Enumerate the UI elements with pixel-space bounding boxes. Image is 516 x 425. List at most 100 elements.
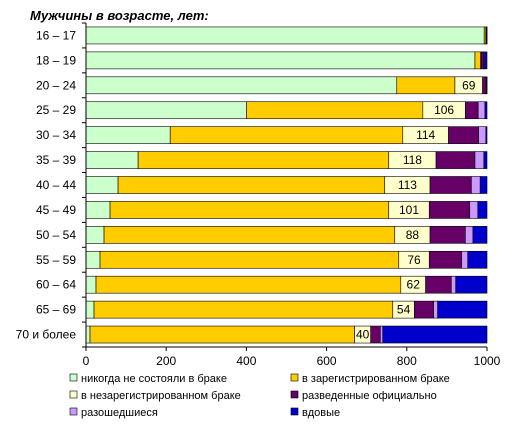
category-label: 40 – 44 <box>36 178 76 192</box>
bar-segment <box>89 325 355 344</box>
bar-segment <box>85 26 485 45</box>
bar-segment <box>478 126 487 144</box>
bar-segment <box>93 300 394 319</box>
legend: никогда не состояли в браке в зарегистрир… <box>69 373 450 419</box>
category-label: 30 – 34 <box>36 128 76 142</box>
bar-segment <box>85 201 111 219</box>
bar-segment <box>448 126 479 144</box>
bar-segment <box>95 275 402 294</box>
legend-label: разошедшиеся <box>81 407 158 419</box>
bar-segment <box>370 325 381 344</box>
category-label: 25 – 29 <box>36 103 76 117</box>
bar-segment <box>472 226 488 244</box>
category-label: 18 – 19 <box>36 53 76 67</box>
data-label: 118 <box>403 153 422 167</box>
legend-swatch <box>69 407 78 416</box>
bar-segment <box>485 126 488 144</box>
bar-segment <box>99 250 400 269</box>
bar-segment <box>437 300 488 319</box>
bar-segment <box>482 76 487 95</box>
bar-segment <box>484 101 488 120</box>
bar-segment <box>85 151 139 169</box>
category-label: 35 – 39 <box>36 153 76 167</box>
data-label: 40 <box>356 328 370 342</box>
bar-segment <box>477 201 488 219</box>
data-label: 69 <box>462 78 476 92</box>
bar-segment <box>85 176 119 194</box>
bar-segment <box>435 151 476 169</box>
bar-segment <box>486 26 488 45</box>
bar-segment <box>455 275 488 294</box>
category-label: 50 – 54 <box>36 228 76 242</box>
legend-swatch <box>69 373 78 382</box>
bar-segment <box>85 250 101 269</box>
data-label: 114 <box>416 128 435 142</box>
legend-swatch <box>69 390 78 399</box>
bar-segment <box>477 101 486 120</box>
category-label: 55 – 59 <box>36 253 76 267</box>
bar-segment <box>479 176 488 194</box>
bar-segment <box>451 275 457 294</box>
bar-segment <box>481 51 485 70</box>
bar-segment <box>484 51 488 70</box>
category-label: 65 – 69 <box>36 303 76 317</box>
category-label: 60 – 64 <box>36 278 76 292</box>
legend-swatch <box>290 390 299 399</box>
bar-segment <box>85 226 105 244</box>
data-label: 106 <box>434 103 454 117</box>
bar-segment <box>85 76 398 95</box>
bar-segment <box>246 101 424 120</box>
bar-segment <box>137 151 390 169</box>
x-tick-label: 800 <box>397 354 417 368</box>
legend-swatch <box>290 407 299 416</box>
legend-label: разведенные официально <box>302 390 437 402</box>
bar-segment <box>429 226 466 244</box>
bar-segment <box>471 176 481 194</box>
data-labels: 69 106 114 118 113 101 88 76 62 54 40 <box>356 78 476 341</box>
bar-segment <box>428 201 471 219</box>
bar-segment <box>117 176 386 194</box>
category-labels: 16 – 17 18 – 19 20 – 24 25 – 29 30 – 34 35 – … <box>16 28 77 341</box>
bar-segment <box>467 250 488 269</box>
legend-label: вдовые <box>302 407 340 419</box>
x-tick-label: 0 <box>83 354 90 368</box>
legend-swatch <box>290 373 299 382</box>
chart-title: Мужчины в возрасте, лет: <box>30 8 209 23</box>
bars-group <box>85 26 488 344</box>
bar-segment <box>429 176 472 194</box>
legend-label: никогда не состояли в браке <box>81 373 227 385</box>
data-label: 62 <box>407 278 421 292</box>
x-tick-label: 200 <box>156 354 176 368</box>
data-label: 76 <box>407 253 421 267</box>
data-label: 54 <box>397 303 411 317</box>
bar-segment <box>486 76 488 95</box>
x-axis: 0 200 400 600 800 1000 <box>82 22 501 368</box>
bar-segment <box>396 76 456 95</box>
bar-segment <box>85 300 95 319</box>
bar-segment <box>465 226 474 244</box>
bar-segment <box>425 275 452 294</box>
bar-segment <box>461 250 469 269</box>
bar-segment <box>474 151 485 169</box>
bar-segment <box>169 126 404 144</box>
data-label: 101 <box>399 203 419 217</box>
category-label: 70 и более <box>16 328 77 342</box>
bar-segment <box>382 325 488 344</box>
category-label: 45 – 49 <box>36 203 76 217</box>
bar-segment <box>85 126 171 144</box>
bar-segment <box>433 300 438 319</box>
bar-segment <box>428 250 463 269</box>
x-tick-label: 600 <box>317 354 337 368</box>
bar-segment <box>465 101 479 120</box>
bar-segment <box>109 201 390 219</box>
legend-label: в зарегистрированном браке <box>302 373 450 385</box>
bar-segment <box>85 275 97 294</box>
bar-segment <box>474 51 481 70</box>
data-label: 88 <box>406 228 420 242</box>
bar-segment <box>414 300 434 319</box>
category-label: 20 – 24 <box>36 78 76 92</box>
bar-segment <box>85 51 476 70</box>
legend-label: в незарегистрированном браке <box>81 390 241 402</box>
category-label: 16 – 17 <box>36 28 76 42</box>
